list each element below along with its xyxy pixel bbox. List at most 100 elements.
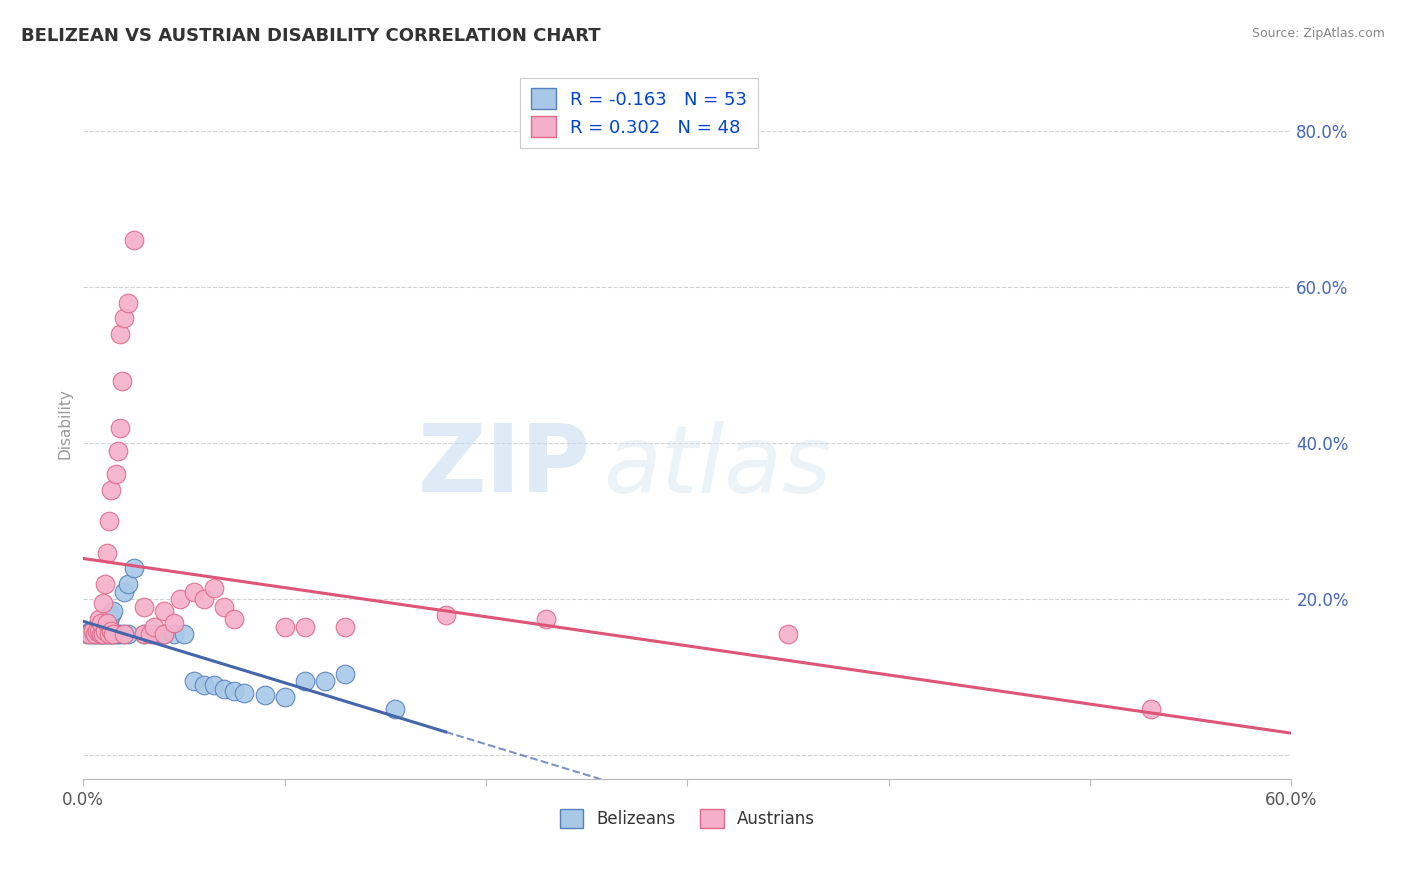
Point [108,627,131,641]
Point [132,627,155,641]
Point [94,624,117,638]
Point [82,627,104,641]
Point [224,684,246,698]
Point [82,624,104,638]
Point [107,444,129,458]
Point [294,620,316,634]
Point [112,627,135,641]
Y-axis label: Disability: Disability [58,388,72,459]
Point [98,627,121,641]
Point [100,624,122,638]
Point [104,627,127,641]
Point [314,674,336,689]
Legend: Belizeans, Austrians: Belizeans, Austrians [553,802,823,835]
Point [96,627,118,641]
Point [90,615,112,630]
Point [163,627,186,641]
Point [108,420,131,434]
Point [89,624,111,638]
Point [89,612,111,626]
Point [90,621,112,635]
Point [93,617,115,632]
Point [90,627,112,641]
Point [84,627,107,641]
Point [434,607,457,622]
Point [122,561,145,575]
Point [82,624,104,638]
Point [384,701,406,715]
Point [253,688,276,702]
Point [112,311,135,326]
Point [333,666,356,681]
Point [98,614,121,628]
Point [142,627,165,641]
Point [153,627,176,641]
Point [294,674,316,689]
Point [80,627,103,641]
Text: Source: ZipAtlas.com: Source: ZipAtlas.com [1251,27,1385,40]
Point [93,596,115,610]
Point [112,584,135,599]
Point [117,627,139,641]
Point [76,627,98,641]
Point [139,627,162,641]
Point [233,686,256,700]
Point [90,627,112,641]
Point [94,627,117,641]
Point [333,620,356,634]
Point [86,624,108,638]
Point [202,581,225,595]
Point [212,682,235,697]
Point [224,612,246,626]
Point [117,295,139,310]
Text: ZIP: ZIP [418,420,591,512]
Point [110,374,132,388]
Point [100,627,122,641]
Point [183,584,205,599]
Point [89,620,111,634]
Point [89,627,111,641]
Point [100,483,122,497]
Point [107,627,129,641]
Point [173,627,195,641]
Point [273,620,295,634]
Point [93,627,115,641]
Point [94,576,117,591]
Text: atlas: atlas [603,421,831,512]
Point [94,622,117,636]
Point [98,514,121,528]
Point [103,604,125,618]
Point [536,612,558,626]
Point [193,592,215,607]
Point [202,678,225,692]
Point [153,604,176,618]
Point [96,612,118,626]
Point [100,607,122,622]
Point [86,627,108,641]
Point [193,678,215,692]
Point [132,600,155,615]
Point [108,326,131,341]
Point [84,627,107,641]
Point [103,627,125,641]
Point [142,620,165,634]
Point [132,627,155,641]
Point [96,615,118,630]
Point [183,674,205,689]
Point [103,627,125,641]
Point [212,600,235,615]
Point [776,627,799,641]
Point [84,622,107,636]
Point [93,627,115,641]
Point [153,627,176,641]
Point [122,233,145,247]
Point [98,627,121,641]
Point [79,627,101,641]
Point [86,624,108,638]
Point [89,624,111,638]
Point [93,624,115,638]
Point [79,625,101,640]
Point [80,624,103,638]
Point [112,627,135,641]
Point [273,690,295,704]
